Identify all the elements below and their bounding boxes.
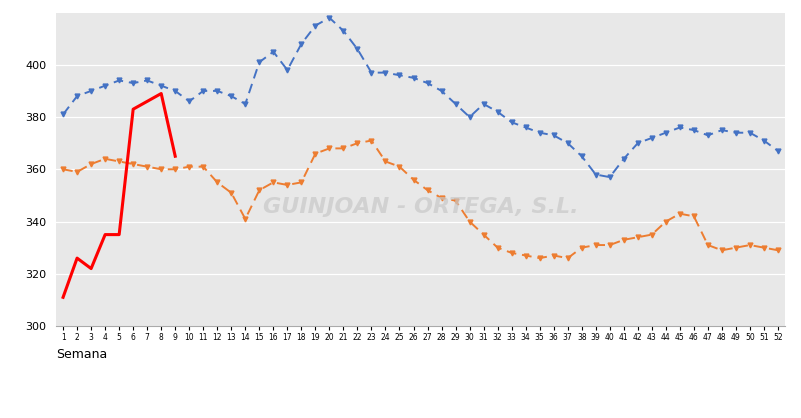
Line: 2018: 2018 (63, 94, 175, 297)
Promedio 2015-17 (535, 256, 545, 261)
Promedio 2015-17 (58, 167, 68, 172)
Promedio 2015-17 (409, 177, 418, 182)
2018 (128, 107, 138, 112)
2018 (87, 266, 96, 271)
Promedio 2013-17 (535, 130, 545, 135)
Promedio 2015-17 (773, 248, 783, 253)
Promedio 2013-17 (773, 148, 783, 153)
2018 (100, 232, 110, 237)
Promedio 2013-17 (115, 78, 124, 83)
Promedio 2015-17 (451, 198, 461, 203)
Promedio 2013-17 (451, 102, 461, 107)
Promedio 2015-17 (115, 159, 124, 164)
Promedio 2013-17 (409, 75, 418, 80)
2018 (171, 154, 180, 159)
2018 (58, 295, 68, 300)
Line: Promedio 2015-17: Promedio 2015-17 (61, 138, 780, 260)
X-axis label: Semana: Semana (56, 347, 107, 361)
Promedio 2015-17 (367, 138, 376, 143)
Promedio 2015-17 (549, 253, 558, 258)
Line: Promedio 2013-17: Promedio 2013-17 (61, 15, 780, 180)
2018 (143, 99, 152, 104)
2018 (156, 91, 166, 96)
Text: GUINJOAN - ORTEGA, S.L.: GUINJOAN - ORTEGA, S.L. (263, 197, 578, 217)
Promedio 2013-17 (311, 23, 320, 28)
2018 (115, 232, 124, 237)
Promedio 2015-17 (311, 151, 320, 156)
Promedio 2013-17 (507, 120, 517, 125)
Promedio 2013-17 (605, 175, 614, 180)
Promedio 2013-17 (58, 112, 68, 117)
Promedio 2013-17 (324, 15, 334, 20)
2018 (72, 256, 82, 261)
Promedio 2015-17 (507, 250, 517, 255)
